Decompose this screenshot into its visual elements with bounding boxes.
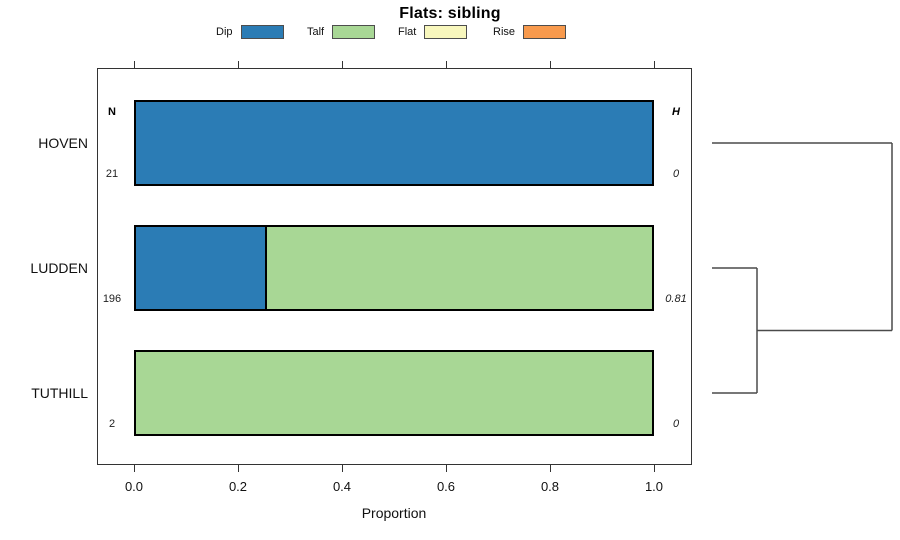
row-label-tuthill: TUTHILL: [31, 385, 88, 401]
bar-tuthill: [134, 350, 654, 436]
x-tick-top: [549, 61, 551, 68]
h-value: 0.81: [665, 293, 687, 305]
n-value: 196: [102, 293, 122, 305]
bar-segment-dip: [136, 227, 265, 309]
plot-area: [97, 68, 692, 465]
x-tick-label: 0.4: [332, 479, 352, 494]
n-column-header: N: [108, 106, 116, 118]
legend-label: Rise: [493, 26, 516, 38]
bar-ludden: [134, 225, 654, 311]
x-tick-top: [653, 61, 655, 68]
chart-title: Flats: sibling: [399, 5, 501, 22]
x-tick-top: [133, 61, 135, 68]
x-axis-label: Proportion: [361, 505, 427, 521]
x-tick-label: 0.0: [124, 479, 144, 494]
x-tick: [549, 465, 551, 472]
row-label-hoven: HOVEN: [38, 135, 88, 151]
x-tick: [133, 465, 135, 472]
x-tick-label: 0.8: [540, 479, 560, 494]
bar-segment-talf: [265, 227, 652, 309]
rise-swatch: [523, 25, 567, 39]
legend-label: Talf: [307, 26, 325, 38]
n-value: 21: [105, 168, 119, 180]
x-tick: [653, 465, 655, 472]
flat-swatch: [424, 25, 468, 39]
x-tick: [237, 465, 239, 472]
x-tick: [341, 465, 343, 472]
x-tick-label: 0.2: [228, 479, 248, 494]
x-tick-top: [237, 61, 239, 68]
legend-label: Flat: [398, 26, 417, 38]
h-value: 0: [672, 418, 680, 430]
h-value: 0: [672, 168, 680, 180]
x-tick-label: 0.6: [436, 479, 456, 494]
legend-item: Rise: [493, 25, 567, 39]
talf-swatch: [332, 25, 376, 39]
legend-label: Dip: [216, 26, 233, 38]
x-tick-label: 1.0: [644, 479, 664, 494]
legend-item: Dip: [216, 25, 284, 39]
x-tick-top: [341, 61, 343, 68]
bar-segment-talf: [136, 352, 652, 434]
x-tick: [445, 465, 447, 472]
x-tick-top: [445, 61, 447, 68]
row-label-ludden: LUDDEN: [30, 260, 88, 276]
bar-segment-dip: [136, 102, 652, 184]
n-value: 2: [108, 418, 116, 430]
legend-item: Talf: [307, 25, 376, 39]
h-column-header: H: [672, 106, 680, 118]
dip-swatch: [240, 25, 284, 39]
legend-item: Flat: [398, 25, 468, 39]
bar-hoven: [134, 100, 654, 186]
